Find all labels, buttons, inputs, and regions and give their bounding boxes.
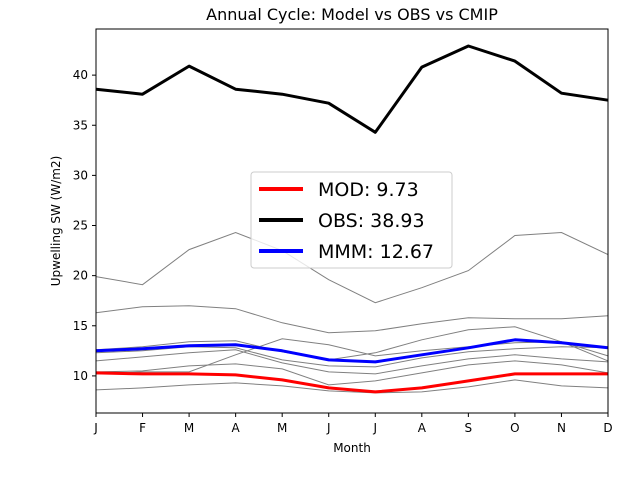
y-tick-label: 35 bbox=[73, 118, 88, 132]
y-tick-label: 30 bbox=[73, 168, 88, 182]
x-tick-label: S bbox=[465, 421, 473, 435]
legend: MOD: 9.73 OBS: 38.93 MMM: 12.67 bbox=[250, 171, 453, 269]
series-line-1 bbox=[95, 371, 608, 394]
y-tick-label: 40 bbox=[73, 68, 88, 82]
y-axis-ticks: 10 15 20 25 30 35 40 bbox=[73, 68, 96, 383]
x-tick-label: J bbox=[93, 421, 98, 435]
plot-frame bbox=[95, 28, 609, 414]
legend-label: MOD: 9.73 bbox=[318, 179, 419, 201]
x-tick-label: A bbox=[232, 421, 241, 435]
ensemble-line-1 bbox=[95, 231, 609, 304]
legend-label: OBS: 38.93 bbox=[318, 210, 425, 232]
ensemble-line-8 bbox=[95, 379, 609, 394]
y-tick-label: 10 bbox=[73, 369, 88, 383]
series-line-2 bbox=[95, 44, 609, 134]
x-tick-label: F bbox=[139, 421, 146, 435]
legend-box bbox=[250, 171, 453, 269]
x-tick-label: M bbox=[184, 421, 194, 435]
ensemble-line-2 bbox=[95, 305, 609, 334]
x-tick-label: O bbox=[510, 421, 519, 435]
series-line-3 bbox=[95, 338, 609, 364]
ensemble-line-6 bbox=[95, 338, 609, 375]
y-tick-label: 25 bbox=[73, 219, 88, 233]
y-tick-label: 15 bbox=[73, 319, 88, 333]
x-tick-label: N bbox=[557, 421, 566, 435]
ensemble-line-3 bbox=[95, 326, 609, 361]
legend-label: MMM: 12.67 bbox=[318, 241, 434, 263]
x-tick-label: A bbox=[418, 421, 427, 435]
x-tick-label: M bbox=[277, 421, 287, 435]
x-axis-label: Month bbox=[333, 441, 371, 455]
x-tick-label: J bbox=[326, 421, 331, 435]
y-tick-label: 20 bbox=[73, 269, 88, 283]
x-tick-label: J bbox=[372, 421, 377, 435]
y-axis-label: Upwelling SW (W/m2) bbox=[49, 156, 63, 287]
main-series-lines bbox=[95, 44, 609, 394]
ensemble-line-7 bbox=[95, 360, 609, 386]
x-tick-label: D bbox=[603, 421, 612, 435]
ensemble-line-5 bbox=[95, 349, 609, 375]
chart-title: Annual Cycle: Model vs OBS vs CMIP bbox=[206, 5, 498, 24]
